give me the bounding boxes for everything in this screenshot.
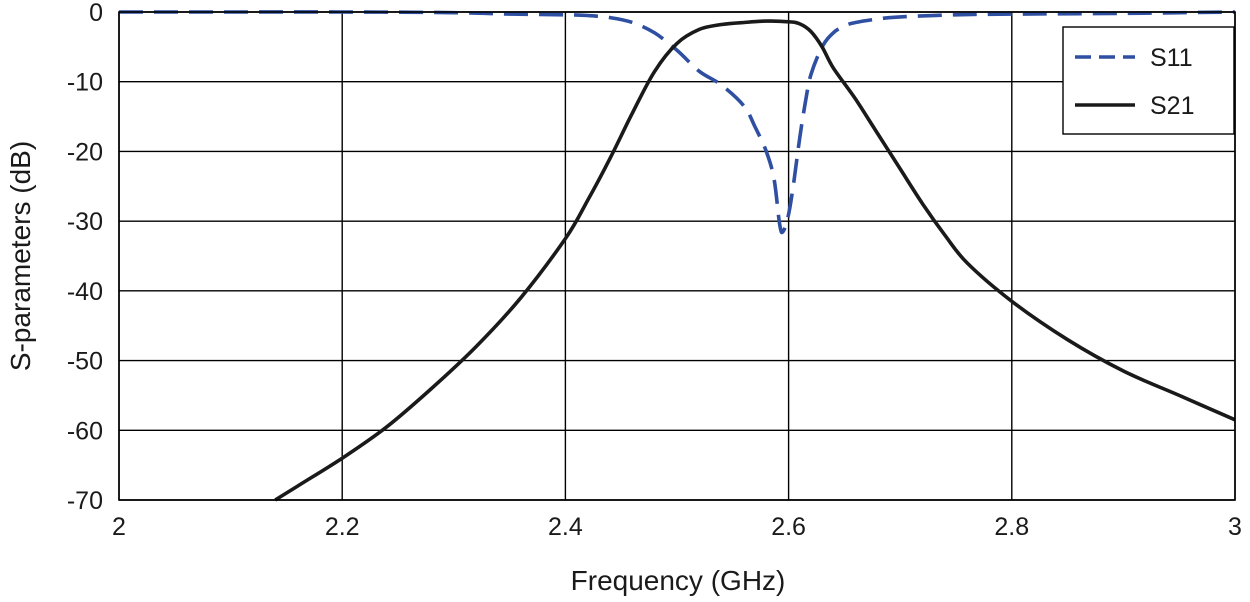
series-line-s11 bbox=[118, 10, 1236, 235]
y-tick-label: 0 bbox=[89, 0, 103, 27]
y-tick-label: -40 bbox=[67, 278, 103, 306]
legend-label-s11: S11 bbox=[1150, 44, 1193, 72]
y-tick-label: -70 bbox=[67, 487, 103, 515]
y-axis-title: S-parameters (dB) bbox=[5, 141, 36, 371]
legend-box bbox=[1062, 26, 1235, 135]
x-tick-labels: 2 2.2 2.4 2.6 2.8 3 bbox=[112, 513, 1242, 541]
legend-label-s21: S21 bbox=[1150, 92, 1194, 120]
series-line-s21 bbox=[274, 19, 1236, 502]
series-lines bbox=[118, 10, 1236, 502]
x-tick-label: 2.2 bbox=[325, 513, 360, 541]
plot-frame bbox=[118, 11, 1236, 501]
x-tick-label: 2.8 bbox=[994, 513, 1029, 541]
y-tick-labels: 0 -10 -20 -30 -40 -50 -60 -70 bbox=[67, 0, 103, 515]
x-axis-title: Frequency (GHz) bbox=[571, 565, 786, 596]
y-tick-label: -60 bbox=[67, 417, 103, 445]
y-tick-label: -20 bbox=[67, 138, 103, 166]
x-tick-label: 2.4 bbox=[548, 513, 583, 541]
y-tick-label: -30 bbox=[67, 208, 103, 236]
x-tick-label: 2 bbox=[112, 513, 126, 541]
y-tick-label: -10 bbox=[67, 69, 103, 97]
x-tick-label: 3 bbox=[1228, 513, 1242, 541]
y-tick-label: -50 bbox=[67, 348, 103, 376]
legend: S11 S21 bbox=[1062, 26, 1235, 135]
x-tick-label: 2.6 bbox=[771, 513, 806, 541]
